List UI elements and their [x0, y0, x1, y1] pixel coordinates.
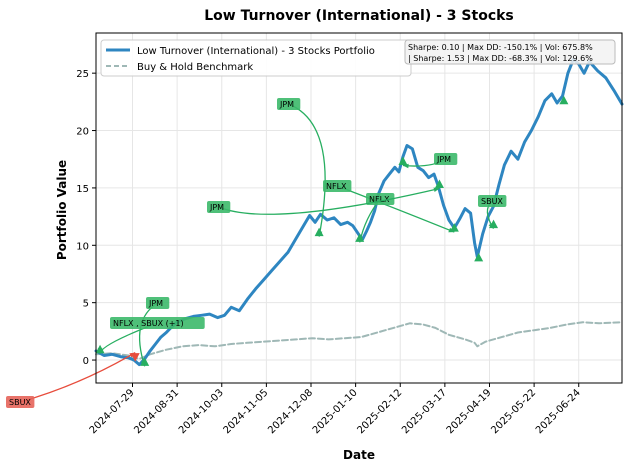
annotation-label: JPM: [148, 299, 163, 308]
annotation-arrow: [218, 187, 440, 215]
grid: [96, 33, 622, 383]
annotation-arrow: [288, 103, 326, 237]
annotation-label: JPM: [279, 100, 294, 109]
y-axis-label: Portfolio Value: [55, 160, 69, 260]
y-tick-label: 20: [76, 127, 89, 138]
annotation-label: NFLX: [369, 195, 390, 204]
buy-marker: [140, 357, 150, 366]
chart-title: Low Turnover (International) - 3 Stocks: [204, 8, 514, 24]
annotation-arrow: [336, 185, 455, 233]
buy-marker: [95, 344, 105, 354]
annotation-box: [207, 201, 231, 213]
x-axis-label: Date: [343, 448, 375, 462]
annotation-label: SBUX: [9, 398, 31, 407]
buy-marker: [489, 219, 499, 229]
annotation-box: [146, 297, 170, 309]
trade-markers: [95, 95, 569, 366]
legend-label-portfolio: Low Turnover (International) - 3 Stocks …: [137, 46, 375, 57]
stats-box-frame: [404, 39, 616, 65]
legend: Low Turnover (International) - 3 Stocks …: [100, 39, 412, 77]
benchmark-line: [95, 321, 623, 360]
y-tick-label: 0: [83, 356, 89, 367]
annotation-box: [323, 180, 352, 192]
annotation-box: [6, 396, 35, 408]
annotation-box: [478, 195, 507, 207]
benchmark-series: [95, 321, 623, 360]
y-tick-label: 25: [76, 69, 89, 80]
buy-marker: [474, 252, 484, 262]
buy-marker: [559, 95, 569, 105]
annotation-label: NFLX: [326, 182, 347, 191]
buy-marker: [355, 233, 365, 242]
annotation-label: JPM: [209, 203, 224, 212]
annotation-label: SBUX: [481, 197, 503, 206]
buy-marker: [434, 179, 444, 188]
y-tick-label: 5: [83, 299, 89, 310]
y-axis: 0 5 10 15 20 25: [76, 69, 96, 367]
sell-marker: [130, 353, 140, 362]
trade-annotations: JPM NFLX , SBUX (+1) SBUX JPM JPM NFLX NFLX JPM…: [6, 98, 507, 408]
y-tick-label: 10: [76, 241, 89, 252]
annotation-arrowhead: [433, 187, 440, 192]
plot-frame: [95, 32, 623, 384]
annotation-box: [110, 317, 205, 329]
stats-line-benchmark: | Sharpe: 1.53 | Max DD: -68.3% | Vol: 1…: [408, 54, 593, 63]
stats-box: Sharpe: 0.10 | Max DD: -150.1% | Vol: 67…: [404, 39, 616, 65]
annotation-box: [277, 98, 301, 110]
annotation-label: NFLX , SBUX (+1): [113, 319, 184, 328]
annotation-label: JPM: [436, 155, 451, 164]
stats-line-portfolio: Sharpe: 0.10 | Max DD: -150.1% | Vol: 67…: [408, 43, 593, 52]
annotation-box: [434, 153, 458, 165]
y-tick-label: 15: [76, 184, 89, 195]
legend-label-benchmark: Buy & Hold Benchmark: [137, 62, 253, 73]
buy-marker: [398, 156, 408, 166]
buy-marker: [314, 227, 324, 237]
buy-marker: [449, 223, 459, 232]
